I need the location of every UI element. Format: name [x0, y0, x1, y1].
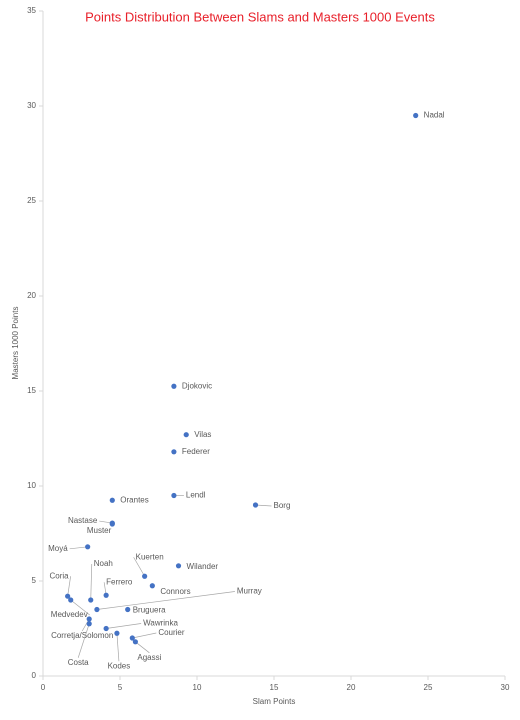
y-axis-title: Masters 1000 Points — [11, 307, 20, 380]
point-label: Costa — [68, 658, 89, 667]
point — [86, 616, 92, 622]
leader-line — [135, 641, 150, 654]
leader-line — [90, 563, 93, 601]
point-label: Wawrinka — [143, 619, 178, 628]
y-tick-label: 35 — [27, 6, 36, 15]
x-axis-title: Slam Points — [253, 697, 296, 706]
point — [132, 639, 138, 645]
point — [103, 625, 109, 632]
y-tick-label: 0 — [32, 671, 37, 680]
x-tick-label: 20 — [347, 683, 356, 692]
point — [103, 592, 109, 598]
leader-line — [133, 557, 145, 577]
leader-line — [96, 591, 235, 610]
point — [149, 583, 155, 589]
point-label: Medvedev — [51, 610, 88, 619]
y-tick-label: 5 — [32, 576, 37, 585]
point-label: Djokovic — [182, 381, 212, 390]
point-label: Corretja/Solomon — [51, 631, 113, 640]
x-tick-label: 25 — [424, 683, 433, 692]
point — [109, 521, 115, 527]
point — [88, 597, 94, 603]
point-label: Moyá — [48, 544, 68, 553]
point — [68, 597, 74, 603]
point-label: Borg — [274, 501, 291, 510]
point — [175, 563, 182, 569]
leader-line — [67, 576, 71, 597]
point — [252, 502, 259, 508]
leader-line — [255, 504, 272, 507]
point — [142, 573, 148, 579]
point-label: Kuerten — [136, 552, 164, 561]
point — [171, 492, 177, 499]
point-label: Coria — [50, 571, 70, 580]
leader-line — [132, 632, 157, 639]
point-label: Connors — [160, 587, 190, 596]
y-tick-label: 20 — [27, 291, 36, 300]
chart-title: Points Distribution Between Slams and Ma… — [85, 9, 435, 24]
point-label: Noah — [94, 559, 113, 568]
leader-line — [116, 633, 120, 662]
leader-line — [77, 623, 90, 658]
point-label: Courier — [158, 628, 185, 637]
point — [109, 497, 115, 503]
point — [171, 449, 177, 455]
point — [183, 432, 189, 438]
x-tick-label: 5 — [118, 683, 123, 692]
x-tick-label: 10 — [193, 683, 202, 692]
point-label: Agassi — [137, 653, 161, 662]
y-tick-label: 10 — [27, 481, 36, 490]
y-tick-label: 25 — [27, 196, 36, 205]
point — [171, 383, 177, 389]
point-label: Ferrero — [106, 577, 133, 586]
x-tick-label: 0 — [41, 683, 46, 692]
point — [125, 606, 131, 613]
x-tick-label: 15 — [270, 683, 279, 692]
leader-line — [106, 623, 142, 629]
point-label: Murray — [237, 587, 262, 596]
point-label: Lendl — [186, 491, 206, 500]
point — [413, 112, 419, 119]
y-tick-label: 15 — [27, 386, 36, 395]
leader-line — [69, 546, 88, 550]
x-tick-label: 30 — [501, 683, 510, 692]
point — [129, 635, 135, 641]
point-label: Vilas — [194, 430, 211, 439]
leader-line — [70, 599, 90, 616]
point-label: Wilander — [187, 562, 219, 571]
point-label: Muster — [87, 526, 112, 535]
point — [65, 593, 71, 599]
point — [85, 544, 91, 550]
point-label: Bruguera — [133, 606, 166, 615]
point-label: Kodes — [108, 661, 131, 670]
point-label: Federer — [182, 447, 210, 456]
point-label: Nastase — [68, 516, 98, 525]
y-tick-label: 30 — [27, 101, 36, 110]
point — [114, 630, 120, 636]
point-label: Nadal — [424, 111, 445, 120]
point-label: Orantes — [120, 495, 148, 504]
point — [94, 606, 100, 613]
point — [86, 621, 92, 627]
